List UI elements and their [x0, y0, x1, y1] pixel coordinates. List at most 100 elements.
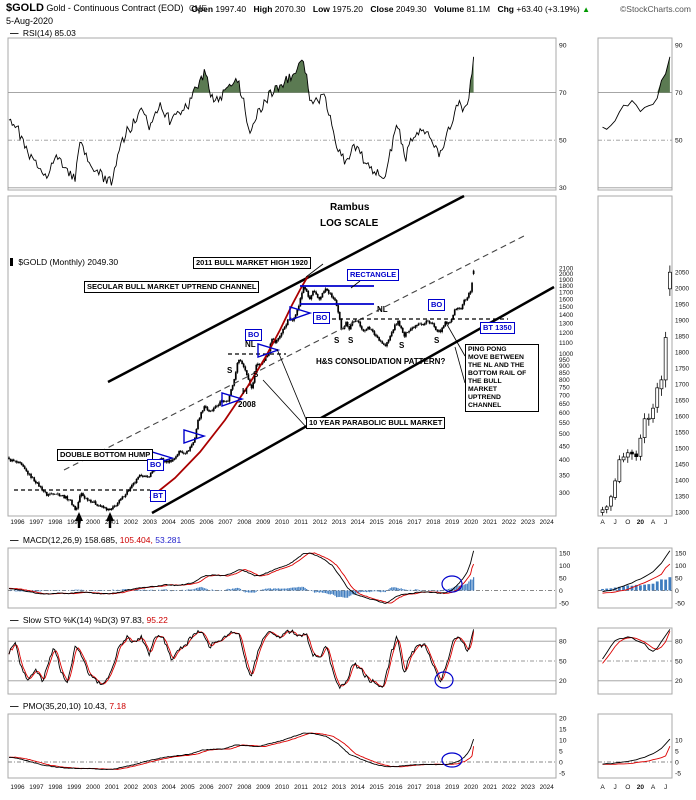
svg-text:100: 100	[559, 563, 571, 570]
svg-text:1600: 1600	[675, 413, 690, 420]
svg-text:1997: 1997	[29, 784, 44, 791]
svg-text:300: 300	[559, 490, 570, 497]
rsi-series	[8, 56, 671, 186]
annotation-2011-high: 2011 BULL MARKET HIGH 1920	[193, 257, 311, 269]
price-value: 2049.30	[87, 257, 119, 267]
svg-text:-5: -5	[675, 770, 681, 777]
svg-text:20: 20	[559, 678, 567, 685]
annotation-year-2008: 2008	[238, 400, 256, 409]
sto-d-value: 95.22	[146, 615, 168, 625]
chart-date: 5-Aug-2020	[6, 16, 54, 26]
annotation-bt-2002: BT	[150, 490, 166, 502]
svg-text:2002: 2002	[124, 519, 139, 526]
svg-text:2021: 2021	[483, 519, 498, 526]
volume-label: Volume	[434, 4, 465, 14]
svg-text:2019: 2019	[445, 519, 460, 526]
svg-text:500: 500	[559, 431, 570, 438]
svg-text:2011: 2011	[294, 519, 308, 526]
svg-text:2005: 2005	[180, 784, 195, 791]
svg-text:1750: 1750	[675, 365, 690, 372]
svg-text:900: 900	[559, 363, 570, 370]
low-value: 1975.20	[332, 4, 363, 14]
annotation-bo-rectangle: BO	[313, 312, 331, 324]
svg-text:2004: 2004	[162, 519, 177, 526]
svg-text:2016: 2016	[388, 784, 403, 791]
pmo-signal-value: 7.18	[109, 701, 126, 711]
svg-text:1450: 1450	[675, 461, 690, 468]
svg-text:2019: 2019	[445, 784, 460, 791]
svg-text:1500: 1500	[675, 445, 690, 452]
annotation-hs-pattern: H&S CONSOLIDATION PATTERN?	[316, 357, 446, 366]
svg-text:70: 70	[675, 90, 683, 97]
svg-text:850: 850	[559, 370, 570, 377]
svg-text:50: 50	[675, 658, 683, 665]
price-legend: $GOLD (Monthly) 2049.30	[10, 257, 118, 267]
svg-text:1998: 1998	[48, 784, 63, 791]
svg-text:2010: 2010	[275, 784, 290, 791]
copyright: ©StockCharts.com	[620, 4, 691, 14]
svg-text:J: J	[664, 784, 667, 791]
macd-value: 158.685,	[84, 535, 118, 545]
rsi-legend: — RSI(14) 85.03	[10, 28, 76, 38]
svg-text:30: 30	[559, 185, 567, 192]
pmo-value: 10.43,	[83, 701, 108, 711]
svg-text:2021: 2021	[483, 784, 498, 791]
annotation-bo-2019: BO	[428, 299, 446, 311]
chg-label: Chg	[497, 4, 514, 14]
svg-text:400: 400	[559, 457, 570, 464]
svg-text:1300: 1300	[675, 509, 690, 516]
svg-text:1950: 1950	[675, 301, 690, 308]
axis-labels: 2100200019001800170016001500140013001200…	[10, 42, 689, 791]
svg-text:2009: 2009	[256, 784, 271, 791]
price-series	[8, 265, 672, 516]
macd-hist-value: 53.281	[155, 535, 182, 545]
svg-text:2011: 2011	[294, 784, 308, 791]
legend-line-icon: —	[10, 535, 19, 545]
svg-text:1350: 1350	[675, 493, 690, 500]
svg-text:2100: 2100	[559, 265, 574, 272]
svg-text:80: 80	[559, 639, 567, 646]
svg-text:-5: -5	[559, 770, 565, 777]
rsi-name: RSI(14)	[22, 28, 53, 38]
annotation-rectangle: RECTANGLE	[347, 269, 400, 281]
header-symbol-line: $GOLD Gold - Continuous Contract (EOD) C…	[6, 2, 207, 14]
svg-text:2006: 2006	[199, 784, 214, 791]
svg-text:2018: 2018	[426, 784, 441, 791]
pmo-name: PMO(35,20,10)	[22, 701, 81, 711]
svg-text:2000: 2000	[86, 784, 101, 791]
svg-text:0: 0	[559, 588, 563, 595]
svg-text:150: 150	[675, 550, 687, 557]
svg-text:1550: 1550	[675, 429, 690, 436]
svg-text:20: 20	[637, 784, 645, 791]
svg-text:1999: 1999	[67, 784, 82, 791]
svg-text:2016: 2016	[388, 519, 403, 526]
svg-text:2013: 2013	[332, 784, 347, 791]
svg-text:2024: 2024	[540, 519, 555, 526]
svg-text:2009: 2009	[256, 519, 271, 526]
svg-text:A: A	[651, 784, 656, 791]
svg-text:1700: 1700	[675, 381, 690, 388]
low-label: Low	[312, 4, 330, 14]
svg-text:5: 5	[559, 748, 563, 755]
svg-text:10: 10	[675, 737, 683, 744]
svg-text:2050: 2050	[675, 269, 690, 276]
annotation-bt-1350: BT 1350	[480, 322, 515, 334]
svg-text:20: 20	[675, 678, 683, 685]
annotation-rambus: Rambus	[330, 202, 370, 213]
svg-text:2013: 2013	[332, 519, 347, 526]
svg-text:O: O	[625, 519, 630, 526]
svg-text:90: 90	[559, 42, 567, 49]
svg-text:2003: 2003	[143, 519, 158, 526]
svg-text:2023: 2023	[521, 784, 536, 791]
chg-value: +63.40 (+3.19%)	[516, 4, 580, 14]
annotation-bo-2009: BO	[245, 329, 263, 341]
svg-text:2006: 2006	[199, 519, 214, 526]
svg-text:0: 0	[675, 759, 679, 766]
annotation-parabolic: 10 YEAR PARABOLIC BULL MARKET	[306, 417, 446, 429]
annotation-bo-2002: BO	[147, 459, 165, 471]
annotation-double-bottom: DOUBLE BOTTOM HUMP	[57, 449, 154, 461]
annotation-log-scale: LOG SCALE	[320, 218, 379, 229]
svg-text:50: 50	[559, 138, 567, 145]
svg-text:2017: 2017	[407, 784, 422, 791]
